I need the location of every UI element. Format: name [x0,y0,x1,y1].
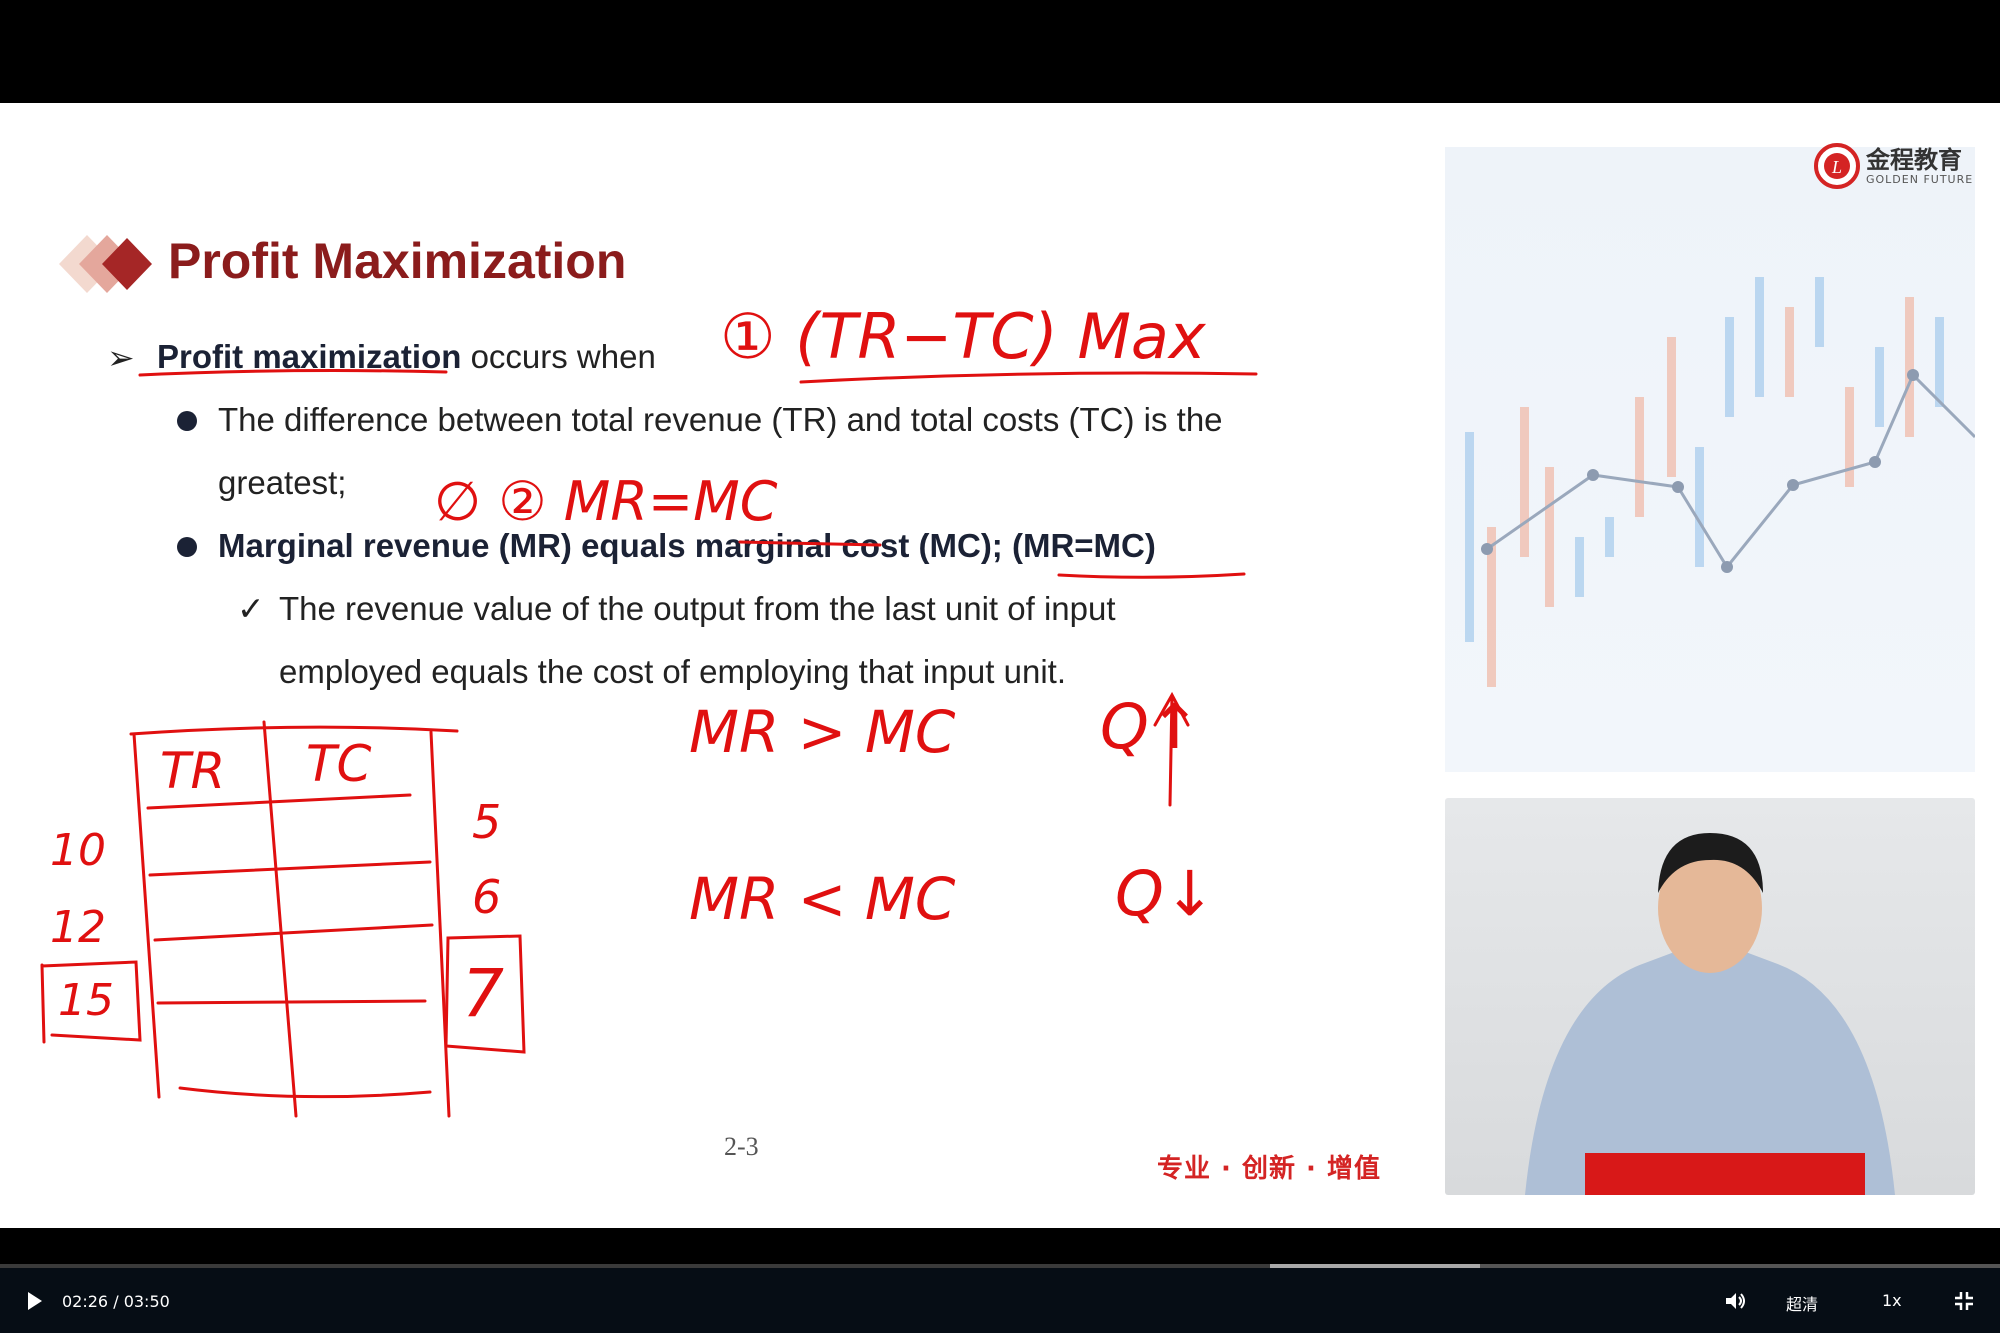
annotation-mr-lt-mc: MR < MC [689,865,956,933]
logo-cn: 金程教育 [1866,145,1962,174]
annotation-q-down: Q↓ [1115,857,1216,930]
table-header-tr: TR [160,742,226,800]
dot-bullet-icon [177,411,197,431]
fullscreen-exit-icon[interactable] [1954,1291,1974,1311]
bullet-1-rest: occurs when [470,338,656,375]
strike-marginal [738,540,882,547]
slogan: 专业 · 创新 · 增值 [1157,1154,1381,1184]
time-display: 02:26 / 03:50 [62,1292,170,1311]
progress-buffered [1270,1264,1480,1269]
logo: L 金程教育 GOLDEN FUTURE [1814,140,1976,192]
table-mid-line [262,720,298,1118]
svg-text:L: L [1831,157,1842,177]
annotation-q-up: Q↑ [1100,690,1201,763]
bullet-1: Profit maximization occurs when [157,338,656,376]
box-15 [40,960,142,1044]
sub-bullet-1-line1: The difference between total revenue (TR… [218,401,1223,438]
left-number: 10 [50,825,106,876]
table-right-line [429,730,451,1118]
candlestick-chart-graphic [1465,277,1975,687]
sub-bullet-2: Marginal revenue (MR) equals marginal co… [218,527,1156,564]
sub-bullet-1-line2: greatest; [218,464,347,501]
annotation-mr-mc: ∅ ② MR=MC [434,470,778,533]
table-left-line [132,732,161,1099]
table-header-tc: TC [306,735,372,793]
arrow-bullet-icon: ➢ [107,339,135,376]
quality-button[interactable]: 超清 [1786,1295,1819,1314]
table-row-line [156,999,427,1005]
dot-bullet-icon [177,537,197,557]
slide-title: Profit Maximization [168,233,627,289]
golden-future-seal-icon: L [1814,143,1860,189]
left-number-boxed: 15 [58,975,114,1026]
progress-played [0,1264,1270,1269]
underline-mr-mc [1057,572,1246,579]
box-7 [444,934,526,1054]
annotation-mr-gt-mc: MR > MC [689,698,956,766]
play-icon[interactable] [26,1291,44,1311]
right-number-boxed: 7 [462,955,504,1032]
duration: 03:50 [123,1292,170,1311]
check-icon: ✓ [237,590,265,627]
diamond-bullets-icon [59,235,152,293]
table-row-line [153,923,434,942]
ink-strokes [40,369,1258,1118]
right-number: 5 [472,795,502,849]
arrow-up [1153,691,1190,807]
check-line2: employed equals the cost of employing th… [279,653,1066,690]
page-number: 2-3 [724,1132,759,1161]
time-separator: / [113,1292,119,1311]
progress-bar[interactable] [0,1264,2000,1269]
bullet-1-bold: Profit maximization [157,338,462,375]
presenter-video [1445,798,1975,1195]
presenter-figure [1525,833,1895,1195]
table-row-line [146,793,412,810]
table-row-line [148,860,432,877]
table-top-line [129,725,459,736]
top-bar [0,0,2000,103]
check-line1: The revenue value of the output from the… [279,590,1116,627]
logo-en: GOLDEN FUTURE [1866,172,1974,186]
right-number: 6 [472,870,502,924]
decorative-chart-background [1445,147,1975,772]
current-time: 02:26 [62,1292,109,1311]
speed-button[interactable]: 1x [1882,1291,1902,1310]
underline-profit-maximization [138,369,448,377]
underline-tr-tc [799,371,1258,384]
annotation-profit-max: ① (TR−TC) Max [720,300,1206,373]
control-bar [0,1268,2000,1333]
table-bottom-line [178,1086,432,1099]
left-number: 12 [50,902,106,953]
volume-icon[interactable] [1724,1291,1746,1311]
